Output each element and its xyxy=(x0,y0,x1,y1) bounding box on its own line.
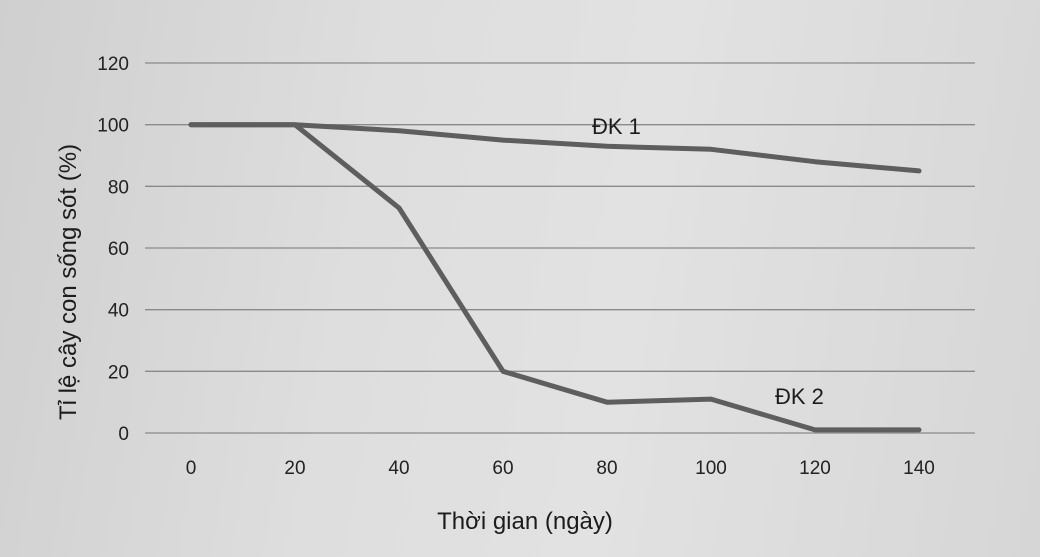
x-tick-label: 80 xyxy=(596,458,617,479)
y-tick-labels: 0 20 40 60 80 100 120 xyxy=(97,54,129,445)
y-axis-title: Tỉ lệ cây con sống sót (%) xyxy=(55,144,82,420)
x-tick-label: 0 xyxy=(186,458,197,479)
series-label-2: ĐK 2 xyxy=(775,384,824,409)
series-labels: ĐK 1 ĐK 2 xyxy=(592,114,824,409)
series-lines xyxy=(188,122,922,433)
x-tick-label: 100 xyxy=(695,458,727,479)
grid-lines xyxy=(145,62,975,434)
x-tick-label: 40 xyxy=(388,458,409,479)
x-tick-label: 20 xyxy=(284,458,305,479)
series-line-1 xyxy=(188,122,922,174)
series-line-2 xyxy=(188,122,922,433)
y-tick-label: 100 xyxy=(97,116,129,137)
x-tick-label: 120 xyxy=(799,458,831,479)
x-axis-title: Thời gian (ngày) xyxy=(437,508,613,535)
series-label-1: ĐK 1 xyxy=(592,114,641,139)
x-tick-label: 60 xyxy=(492,458,513,479)
y-tick-label: 20 xyxy=(108,362,129,383)
y-tick-label: 60 xyxy=(108,239,129,260)
y-tick-label: 80 xyxy=(108,177,129,198)
x-tick-labels: 0 20 40 60 80 100 120 140 xyxy=(186,458,935,479)
y-tick-label: 0 xyxy=(118,424,129,445)
y-tick-label: 40 xyxy=(108,301,129,322)
x-tick-label: 140 xyxy=(903,458,935,479)
y-tick-label: 120 xyxy=(97,54,129,75)
